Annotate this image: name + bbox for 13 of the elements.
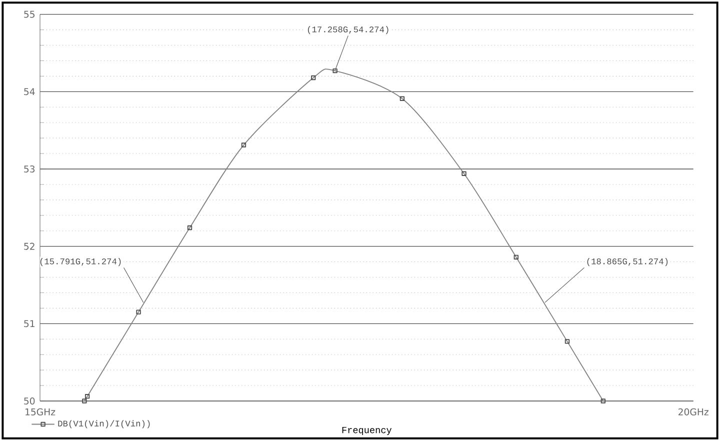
y-tick-label: 51 [24, 320, 34, 328]
y-tick-label: 53 [24, 165, 35, 173]
y-tick-label: 55 [24, 10, 34, 18]
x-axis-title: Frequency [342, 426, 392, 436]
y-tick-label: 50 [24, 397, 35, 405]
legend-label: DB(V1(Vin)/I(Vin)) [58, 420, 150, 428]
y-tick-label: 52 [24, 242, 34, 250]
y-tick-label: 54 [24, 88, 35, 96]
x-tick-label: 15GHz [26, 408, 56, 416]
annotation: (18.865G,51.274) [587, 258, 668, 266]
x-tick-label: 20GHz [678, 408, 708, 416]
annotation: (17.258G,54.274) [308, 26, 388, 34]
annotation: (15.791G,51.274) [40, 258, 121, 266]
